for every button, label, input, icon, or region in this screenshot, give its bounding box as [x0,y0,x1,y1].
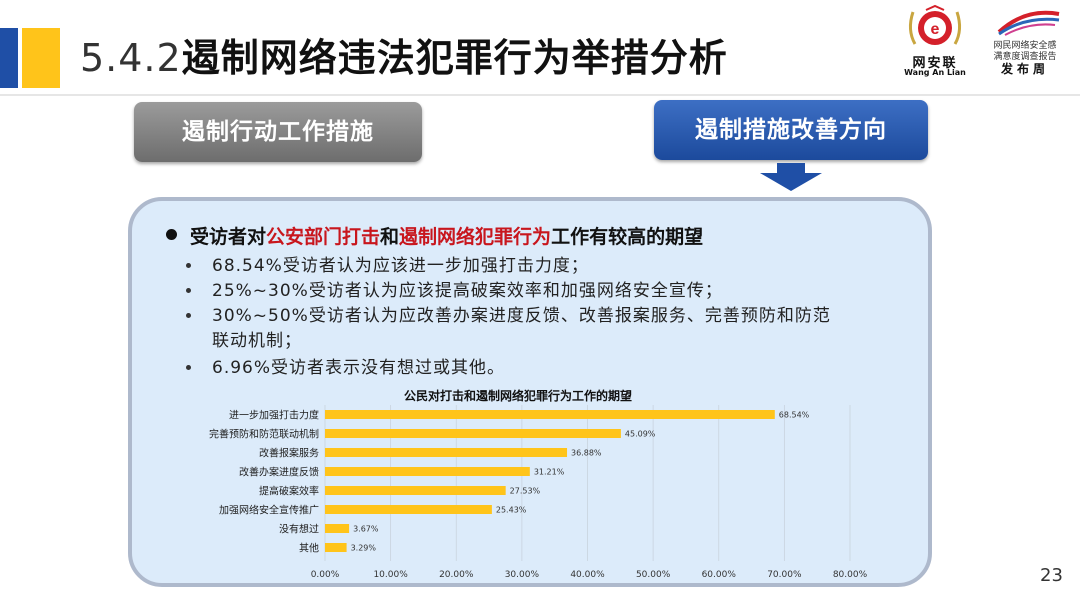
x-tick-label: 20.00% [439,570,474,580]
x-tick-label: 50.00% [636,570,671,580]
logo2-line2: 满意度调查报告 [993,52,1057,62]
x-tick-label: 10.00% [373,570,408,580]
wanganlian-logo-icon: e [908,4,962,45]
category-label: 进一步加强打击力度 [229,409,319,422]
svg-text:e: e [931,21,940,38]
header-accent-yellow [22,28,60,88]
x-tick-label: 80.00% [833,570,868,580]
bullet-icon [186,263,191,268]
data-label: 68.54% [779,411,810,420]
bar [325,448,568,457]
logo-subtitle: Wang An Lian [904,68,966,77]
logo2-line1: 网民网络安全感 [993,41,1057,51]
bar [325,543,347,552]
title-divider [0,94,1080,96]
list-item: 25%~30%受访者认为应该提高破案效率和加强网络安全宣传； [212,281,723,301]
list-item: 30%~50%受访者认为应改善办案进度反馈、改善报案服务、完善预防和防范 [212,306,831,326]
bar [325,505,492,514]
header-accent-blue [0,28,18,88]
category-label: 提高破案效率 [259,485,319,498]
category-label: 加强网络安全宣传推广 [219,504,319,517]
x-tick-label: 60.00% [702,570,737,580]
bullet-icon [186,365,191,370]
lead-suffix: 工作有较高的期望 [551,226,704,248]
lead-statement: 受访者对公安部门打击和遏制网络犯罪行为工作有较高的期望 [190,222,703,249]
list-item: 6.96%受访者表示没有想过或其他。 [212,358,506,378]
data-label: 3.67% [353,525,379,534]
x-tick-label: 40.00% [570,570,605,580]
list-item-continuation: 联动机制； [212,331,302,351]
bar [325,486,506,495]
bullet-icon [166,229,177,240]
bar [325,467,530,476]
data-label: 27.53% [510,487,541,496]
lead-connector: 和 [380,226,400,248]
bullet-icon [186,313,191,318]
tab-improvement-direction[interactable]: 遏制措施改善方向 [654,100,928,160]
page-number: 23 [1040,565,1063,586]
logo2-line3: 发布周 [1000,62,1049,76]
lead-highlight-crime: 遏制网络犯罪行为 [399,226,552,248]
expectation-bar-chart: 公民对打击和遏制网络犯罪行为工作的期望 0.00% 10.00% 20.00% 30.0… [209,388,868,580]
bar [325,524,350,533]
survey-week-logo-icon [997,10,1060,36]
bar [325,429,621,438]
bullet-icon [186,288,191,293]
category-label: 改善报案服务 [259,447,319,460]
chart-title: 公民对打击和遏制网络犯罪行为工作的期望 [404,388,632,403]
tab-action-measures[interactable]: 遏制行动工作措施 [134,102,422,162]
category-label: 其他 [299,542,319,555]
category-label: 改善办案进度反馈 [239,466,319,479]
lead-prefix: 受访者对 [190,226,267,248]
data-label: 45.09% [625,430,656,439]
data-label: 31.21% [534,468,565,477]
x-tick-label: 30.00% [505,570,540,580]
x-tick-label: 0.00% [311,570,340,580]
lead-highlight-police: 公安部门打击 [266,226,381,248]
title-number: 5.4.2 [80,36,182,80]
logo-name: 网安联 [912,56,958,71]
x-tick-label: 70.00% [767,570,802,580]
down-arrow-stem [777,163,805,173]
data-label: 3.29% [351,544,377,553]
bar [325,410,775,419]
content-panel [128,197,932,587]
category-label: 完善预防和防范联动机制 [209,428,319,441]
title-text: 遏制网络违法犯罪行为举措分析 [181,36,728,80]
data-label: 25.43% [496,506,527,515]
category-label: 没有想过 [279,523,319,536]
page-title: 5.4.2遏制网络违法犯罪行为举措分析 [80,28,728,88]
down-arrow-icon [760,173,822,191]
list-item: 68.54%受访者认为应该进一步加强打击力度； [212,256,589,276]
data-label: 36.88% [571,449,602,458]
